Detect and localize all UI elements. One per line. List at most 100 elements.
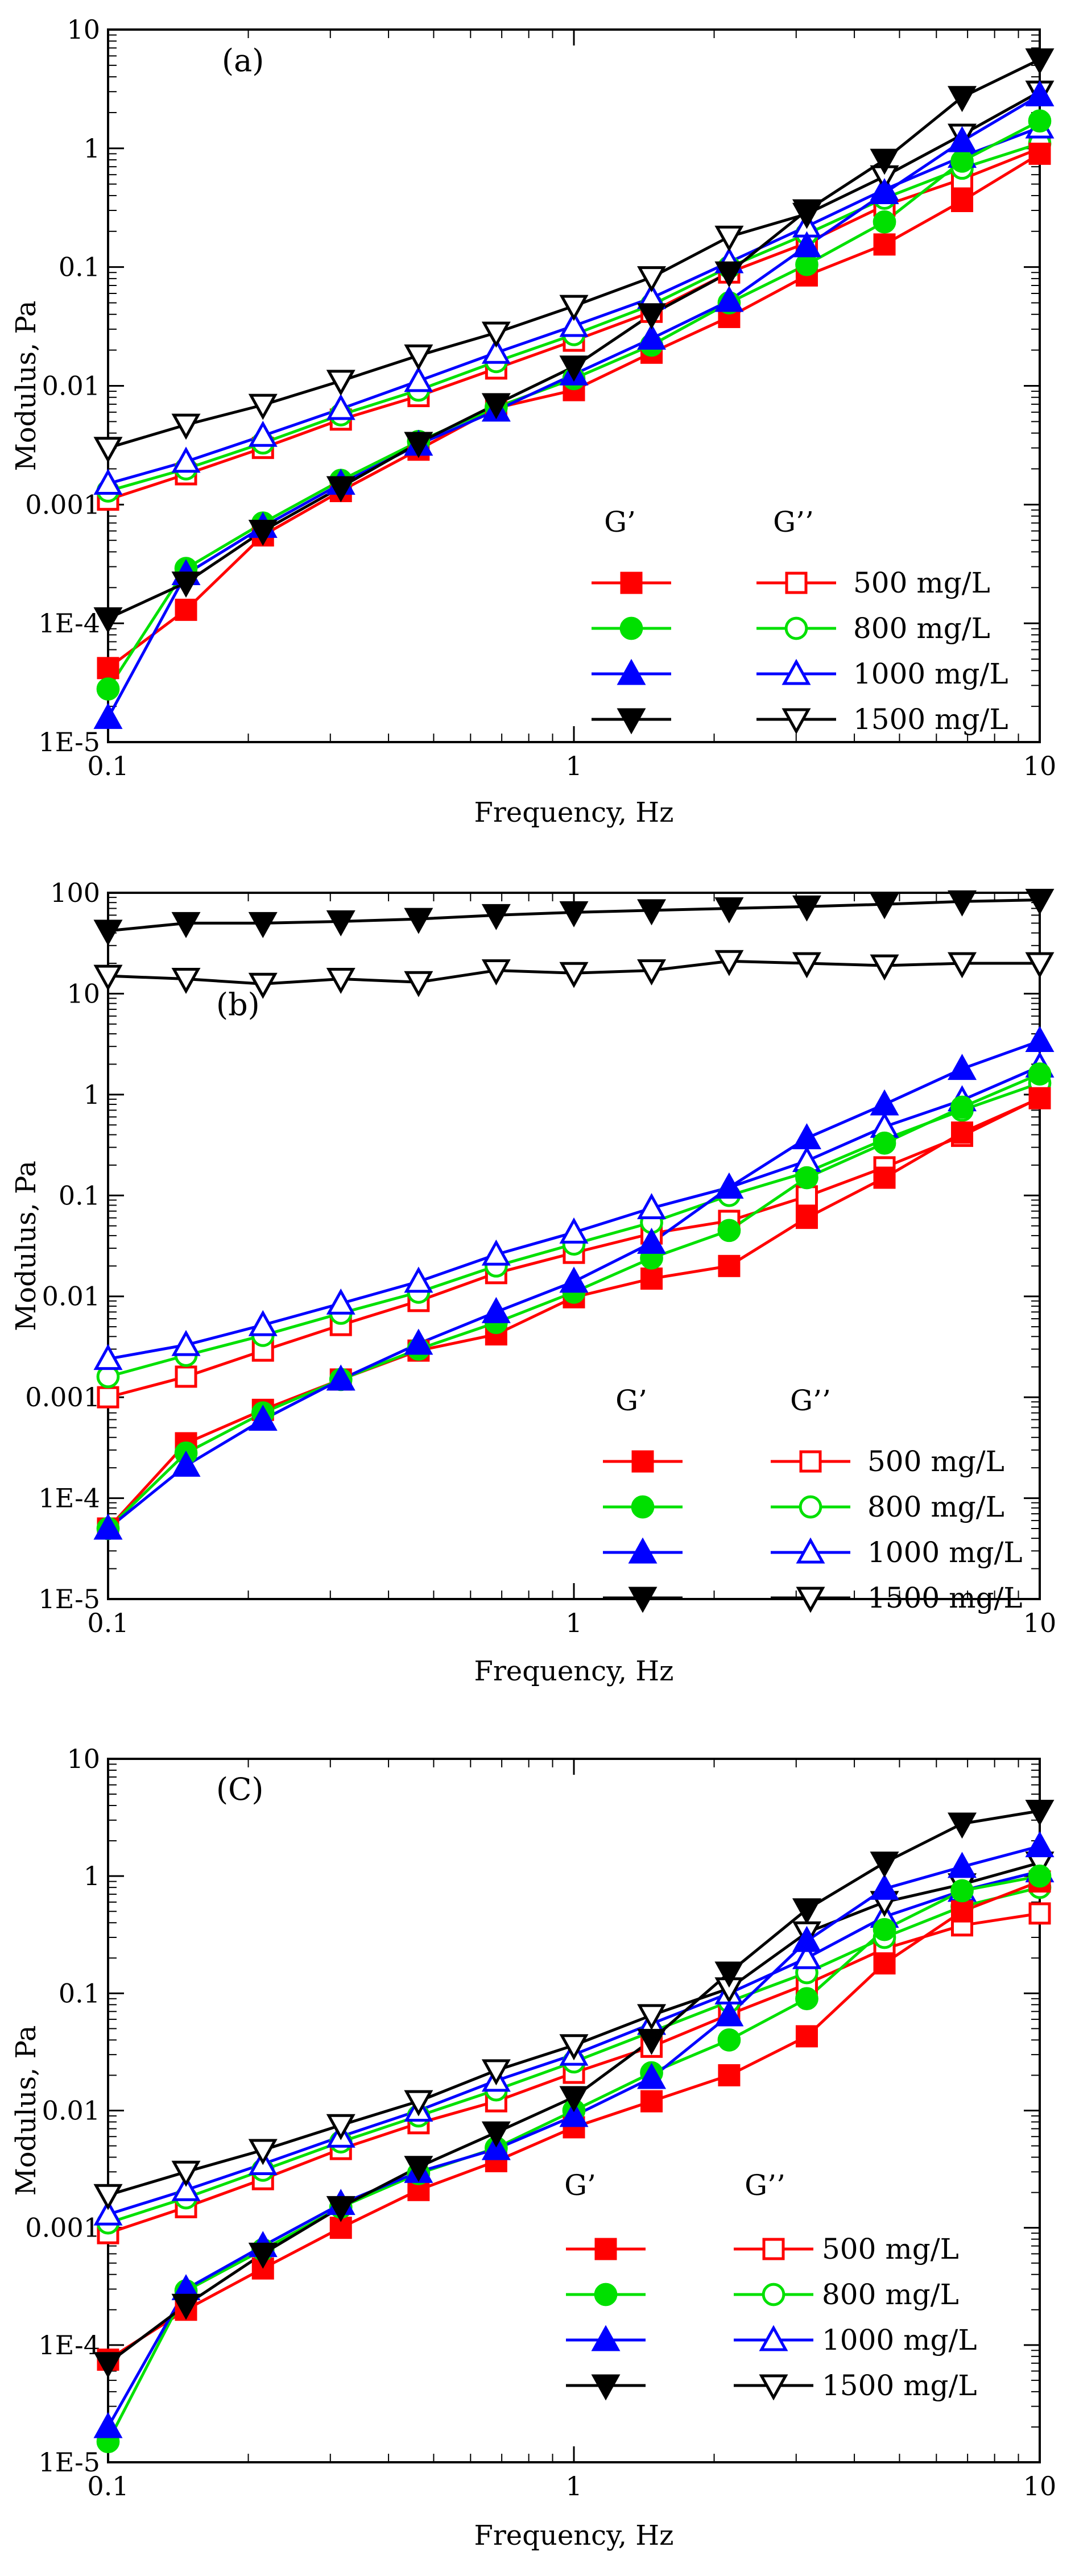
data-point [714,1961,744,1988]
data-point [873,1952,896,1975]
data-point [792,1898,821,1925]
data-point [714,2000,744,2027]
x-tick-label: 10 [1023,751,1057,781]
legend-marker [759,2325,788,2351]
data-point [792,1925,821,1952]
data-point [870,893,899,920]
data-point [171,1451,201,1477]
data-point [248,2139,278,2165]
data-point [171,413,201,440]
data-point [248,972,278,999]
data-point [326,2196,355,2222]
data-point [640,1267,663,1290]
data-point [950,1095,974,1119]
y-tick-label: 10 [67,1743,100,1774]
data-point [171,2160,201,2187]
data-point [948,1852,977,1878]
legend-marker [782,659,811,685]
legend-marker [759,2374,788,2401]
panel-label: (a) [222,43,264,78]
data-point [870,1852,899,1878]
data-point [175,1365,197,1388]
data-point [175,598,197,621]
data-point [326,968,355,994]
data-point [873,210,896,234]
data-point [404,2156,433,2182]
data-point [248,2242,278,2269]
data-point [637,303,667,330]
data-point [481,337,511,364]
data-point [559,2034,589,2061]
data-point [326,2114,355,2140]
data-point [718,1254,741,1277]
data-point [873,1917,896,1941]
y-axis-title: Modulus, Pa [10,1161,42,1331]
legend-marker [628,1537,658,1564]
y-tick-label: 0.01 [42,2095,100,2126]
data-point [559,2101,589,2127]
x-tick-label: 10 [1023,1608,1057,1638]
data-point [93,702,123,729]
data-point [637,266,667,293]
legend-label: 1000 mg/L [853,657,1008,690]
data-point [171,912,201,938]
panel-label: (C) [216,1771,263,1807]
data-point [481,2121,511,2148]
data-point [948,1054,977,1080]
data-point [326,394,355,420]
legend-marker [617,708,646,735]
data-point [404,344,433,371]
data-point [93,2199,123,2226]
data-point [637,323,667,350]
legend-label: 1000 mg/L [822,2324,977,2356]
legend-header-loss: G’’ [773,506,814,539]
legend-marker [594,2238,617,2260]
legend-marker [796,1537,825,1564]
data-point [481,904,511,930]
data-point [795,1207,818,1229]
data-point [795,1987,818,2011]
y-tick-label: 1E-4 [38,608,100,639]
legend-marker [617,659,646,685]
data-point [248,394,278,420]
y-tick-label: 1E-5 [38,727,100,757]
legend-header-loss: G’’ [790,1384,831,1417]
data-point [481,393,511,420]
chart-panel-2: 1E-5 1E-4 0.001 0.01 0.1 1 10 100 0.1 1 10 Frequenc… [10,877,1056,1687]
legend-label: 1000 mg/L [867,1536,1023,1569]
data-point [171,571,201,598]
data-point [637,1228,667,1254]
data-point [93,964,123,991]
y-axis-title: Modulus, Pa [10,301,42,471]
data-point [792,1123,821,1149]
data-point [870,178,899,205]
data-point [1028,1087,1051,1109]
data-point [1028,1062,1052,1086]
data-point [559,355,589,382]
y-tick-label: 0.001 [25,2213,100,2243]
data-point [792,1943,821,1969]
y-tick-label: 10 [67,14,100,45]
data-point [171,968,201,994]
series-line [108,1065,1040,1361]
data-point [1025,1831,1055,1858]
legend-marker [631,1450,654,1473]
y-tick-label: 0.001 [25,1382,100,1413]
x-tick-label: 1 [565,751,582,781]
x-tick-label: 1 [565,1608,582,1638]
data-point [1025,1799,1055,1826]
y-tick-label: 1 [84,133,100,164]
data-point [248,520,278,546]
data-point [795,2025,818,2048]
legend-label: 1500 mg/L [822,2369,977,2402]
data-point [1025,80,1055,106]
data-point [714,261,744,288]
data-point [1025,889,1055,915]
x-tick-label: 0.1 [87,2471,129,2502]
data-point [637,1193,667,1219]
data-point [404,366,433,392]
x-axis-title: Frequency, Hz [474,2520,674,2552]
data-point [948,86,977,113]
legend-marker [628,1587,658,1613]
